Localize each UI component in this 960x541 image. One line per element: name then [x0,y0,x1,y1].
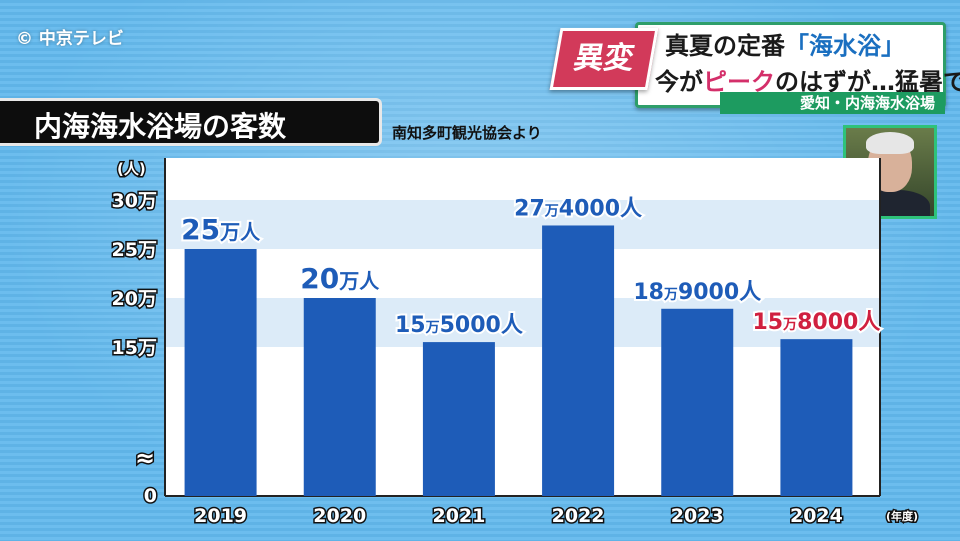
data-label-2022: 27万4000人 [514,196,642,221]
grid-band [165,298,880,347]
chart-source: 南知多町観光協会より [392,124,542,142]
chart-title: 内海海水浴場の客数 [34,110,287,143]
headline-line2: 今がピークのはずが…猛暑で [655,62,960,97]
headline-line1-highlight: 「海水浴」 [785,32,905,60]
data-label-2023: 18万9000人 [633,280,761,305]
bar-2019 [184,249,257,496]
channel-logo: © 中京テレビ [16,29,124,49]
y-tick-label-zero: 0 [144,485,157,507]
y-tick-label-1: 25万 [112,239,157,261]
x-tick-label-2024: 2024 [790,505,843,527]
data-label-2024: 15万8000人 [752,310,880,335]
headline-line2-highlight: ピーク [703,68,775,96]
x-tick-label-2022: 2022 [552,505,605,527]
y-axis-label: (人) [117,160,146,178]
chart-marks: 30万 25万 20万 15万 0 ≈ (人) 2019 25万人 2020 20万人 2021 15万… [110,159,920,529]
axis-break-mark: ≈ [135,444,155,472]
y-tick-label-3: 15万 [112,337,157,359]
location-strip: 愛知・内海海水浴場 [720,92,945,114]
x-tick-label-2020: 2020 [313,505,366,527]
y-tick-label-2: 20万 [112,288,157,310]
headline-line1: 真夏の定番「海水浴」 [665,26,905,61]
headline-line2-pre: 今が [655,68,703,96]
chart-title-box: 内海海水浴場の客数 [0,98,382,146]
x-tick-label-2023: 2023 [671,505,724,527]
bar-2024 [780,339,853,496]
data-label-2021: 15万5000人 [395,313,523,338]
headline-box: 異変 真夏の定番「海水浴」 今がピークのはずが…猛暑で [549,14,960,110]
x-tick-label-2021: 2021 [432,505,485,527]
y-tick-label-0: 30万 [112,190,157,212]
headline-line2-post: のはずが…猛暑で [775,68,960,96]
plot-area [164,158,881,497]
bar-2023 [661,308,734,496]
bar-2021 [422,342,495,496]
data-label-2020: 20万人 [300,262,380,295]
presenter-hair [866,132,914,154]
x-axis-label: (年度) [886,509,918,523]
headline-line1-text: 真夏の定番 [665,32,785,60]
x-tick-label-2019: 2019 [194,505,247,527]
grid-band [165,200,880,249]
data-label-2019: 25万人 [181,213,261,246]
bar-2022 [542,225,615,497]
bar-2020 [303,298,376,496]
